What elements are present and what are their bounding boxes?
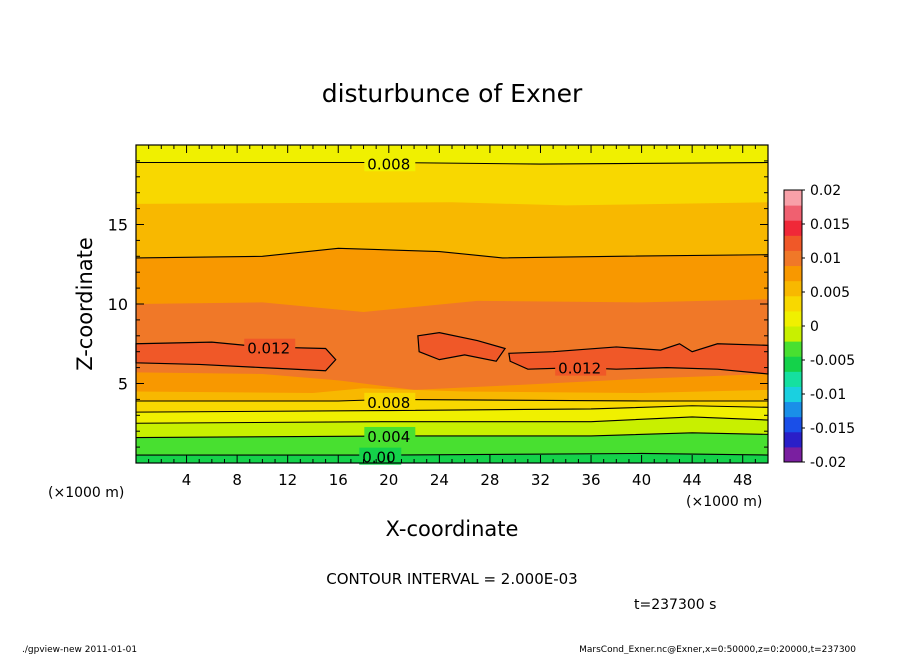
x-tick-label: 28 <box>480 471 499 489</box>
colorbar-swatch <box>784 446 802 463</box>
x-tick-label: 44 <box>683 471 702 489</box>
colorbar-swatch <box>784 386 802 403</box>
colorbar-label: -0.005 <box>810 353 855 369</box>
colorbar-label: 0.01 <box>810 251 841 267</box>
colorbar-swatch <box>784 416 802 433</box>
contour-label: 0.012 <box>558 360 601 378</box>
colorbar-swatch <box>784 310 802 327</box>
field-band-10 <box>136 453 768 463</box>
contour-line-6 <box>136 452 769 456</box>
colorbar-label: -0.01 <box>810 387 846 403</box>
x-axis: 4 8 12 16 20 24 28 32 36 40 44 48 <box>135 145 769 489</box>
colorbar-label: 0 <box>810 319 819 335</box>
x-axis-label: X-coordinate <box>386 517 519 541</box>
contour-line-0 <box>136 161 769 165</box>
x-unit-label: (×1000 m) <box>686 494 762 510</box>
x-tick-label: 16 <box>329 471 348 489</box>
contour-label-bg <box>244 338 296 356</box>
contour-label: 0.004 <box>367 428 410 446</box>
contour-label-bg <box>359 447 402 465</box>
contour-interval-label: CONTOUR INTERVAL = 2.000E-03 <box>326 570 577 588</box>
chart-title: disturbunce of Exner <box>322 79 583 108</box>
x-tick-label: 12 <box>278 471 297 489</box>
contour-label: 0.008 <box>367 394 410 412</box>
colorbar-label: 0.005 <box>810 285 850 301</box>
x-tick-label: 4 <box>182 471 192 489</box>
y-tick-label: 15 <box>108 216 128 235</box>
contour-line-4 <box>135 416 769 424</box>
contour-region-1 <box>417 332 507 362</box>
contour-label: 0.012 <box>247 340 290 358</box>
colorbar-label: 0.02 <box>810 183 841 199</box>
y-axis: 5 10 15 <box>108 144 768 464</box>
colorbar-label: 0.015 <box>810 217 850 233</box>
y-tick-label: 10 <box>108 295 128 314</box>
footer-left: ./gpview-new 2011-01-01 <box>22 645 137 654</box>
colorbar-label: -0.015 <box>810 421 855 437</box>
colorbar-swatch <box>784 431 802 448</box>
contour-label-bg <box>364 392 416 410</box>
contour-label: 0.008 <box>367 155 410 173</box>
colorbar-label: -0.02 <box>810 455 846 471</box>
x-tick-label: 32 <box>531 471 550 489</box>
contour-label-bg <box>555 358 607 376</box>
time-label: t=237300 s <box>634 597 716 613</box>
x-tick-label: 36 <box>581 471 600 489</box>
contour-line-5 <box>135 432 769 439</box>
colorbar-swatch <box>784 235 802 251</box>
colorbar-swatch <box>784 371 802 387</box>
colorbar-swatch <box>784 190 802 206</box>
x-tick-label: 40 <box>632 471 651 489</box>
footer-right: MarsCond_Exner.nc@Exner,x=0:50000,z=0:20… <box>579 645 856 654</box>
colorbar-swatch <box>784 341 802 357</box>
contour-label-bg <box>364 426 416 444</box>
y-tick-label: 5 <box>118 375 128 394</box>
colorbar-swatch <box>784 401 802 418</box>
contour-label: 0.00 <box>362 449 395 467</box>
y-unit-label: (×1000 m) <box>48 485 124 501</box>
colorbar-swatch <box>784 265 802 282</box>
x-tick-label: 48 <box>733 471 752 489</box>
contour-label-bg <box>364 154 416 172</box>
colorbar-swatch <box>784 326 802 342</box>
x-tick-label: 20 <box>379 471 398 489</box>
x-tick-label: 8 <box>232 471 242 489</box>
y-axis-label: Z-coordinate <box>73 237 97 371</box>
colorbar: 0.02 0.015 0.01 0.005 0 -0.005 -0.01 -0.015 -0.0… <box>783 183 855 471</box>
colorbar-swatch <box>784 250 802 267</box>
colorbar-swatch <box>784 220 802 236</box>
colorbar-swatch <box>784 280 802 297</box>
x-tick-label: 24 <box>430 471 449 489</box>
plot-area <box>136 145 768 464</box>
contour-line-3 <box>135 405 769 413</box>
contour-line-1 <box>135 247 769 259</box>
colorbar-swatch <box>784 356 802 372</box>
colorbar-swatch <box>784 295 802 312</box>
contour-label-group: 0.008 0.012 0.012 0.008 0.004 0.00 <box>244 154 607 467</box>
colorbar-swatch <box>784 205 802 221</box>
